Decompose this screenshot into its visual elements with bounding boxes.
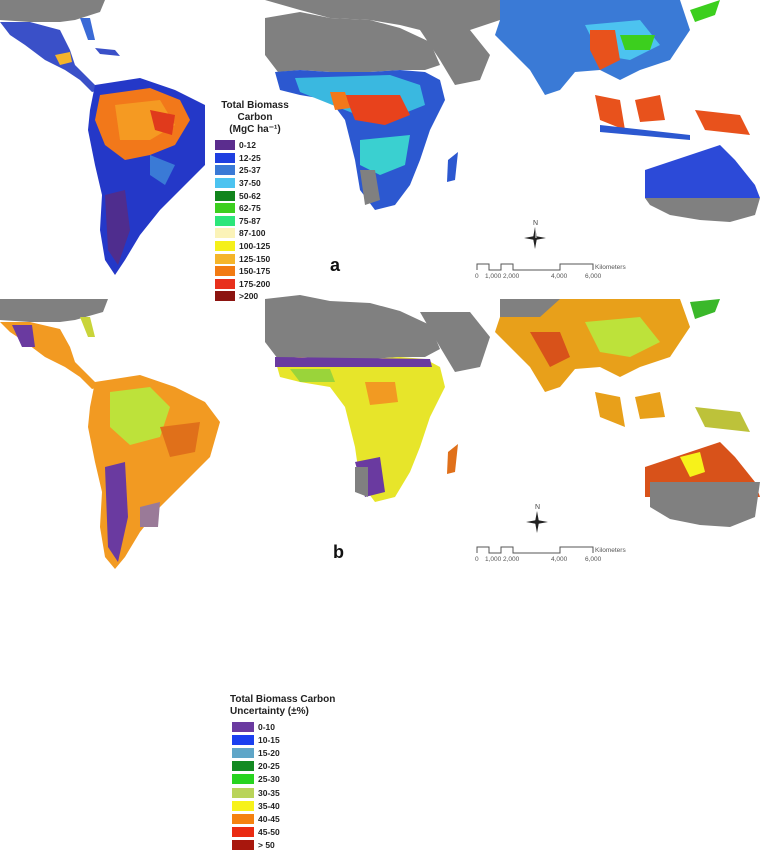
legend-units: (MgC ha⁻¹) bbox=[229, 124, 281, 135]
legend-label: > 50 bbox=[258, 840, 275, 851]
scale-tick: 4,000 bbox=[551, 273, 568, 280]
panel-b-uncertainty-map: Total Biomass Carbon Uncertainty (±%) 0-… bbox=[0, 287, 764, 852]
scale-tick: 1,000 bbox=[485, 556, 502, 563]
legend-item: >200 bbox=[205, 290, 305, 303]
legend-swatch bbox=[215, 140, 235, 151]
uncertainty-legend: Total Biomass Carbon Uncertainty (±%) 0-… bbox=[230, 694, 340, 852]
legend-item: 150-175 bbox=[205, 265, 305, 278]
legend-swatch bbox=[215, 291, 235, 302]
legend-item: 75-87 bbox=[205, 215, 305, 228]
scale-bar: 0 1,000 2,000 4,000 6,000 Kilometers bbox=[475, 262, 626, 283]
legend-label: 125-150 bbox=[239, 253, 271, 264]
legend-label: 15-20 bbox=[258, 747, 280, 758]
legend-label: 175-200 bbox=[239, 278, 271, 289]
legend-label: 35-40 bbox=[258, 800, 280, 811]
legend-label: 0-12 bbox=[239, 140, 257, 151]
scale-tick: 6,000 bbox=[585, 273, 602, 280]
legend-item: 175-200 bbox=[205, 278, 305, 291]
legend-item: 50-62 bbox=[205, 189, 305, 202]
legend-item: 45-50 bbox=[230, 826, 340, 839]
legend-label: 25-30 bbox=[258, 774, 280, 785]
legend-swatch bbox=[232, 734, 254, 745]
legend-swatch bbox=[215, 241, 235, 252]
legend-item: 30-35 bbox=[230, 786, 340, 799]
panel-label-b: b bbox=[333, 542, 344, 562]
legend-swatch bbox=[215, 190, 235, 201]
north-arrow-icon: N bbox=[522, 502, 552, 541]
uncertainty-map-b bbox=[0, 295, 760, 569]
legend-label: 45-50 bbox=[258, 827, 280, 838]
legend-label: 87-100 bbox=[239, 228, 266, 239]
legend-item: 15-20 bbox=[230, 746, 340, 759]
scale-unit: Kilometers bbox=[595, 547, 626, 554]
svg-text:N: N bbox=[535, 504, 540, 511]
legend-label: 30-35 bbox=[258, 787, 280, 798]
scale-unit: Kilometers bbox=[595, 264, 626, 271]
legend-swatch bbox=[232, 721, 254, 732]
legend-item: 20-25 bbox=[230, 760, 340, 773]
legend-label: 0-10 bbox=[258, 721, 276, 732]
legend-swatch bbox=[232, 761, 254, 772]
scale-tick: 0 bbox=[475, 273, 479, 280]
scale-bar: 0 1,000 2,000 4,000 6,000 Kilometers bbox=[475, 545, 626, 566]
scale-tick: 2,000 bbox=[503, 273, 520, 280]
legend-units: Uncertainty (±%) bbox=[230, 706, 309, 717]
scale-tick: 1,000 bbox=[485, 273, 502, 280]
legend-swatch bbox=[232, 787, 254, 798]
legend-item: 0-12 bbox=[205, 139, 305, 152]
legend-label: 20-25 bbox=[258, 761, 280, 772]
legend-label: 62-75 bbox=[239, 203, 261, 214]
legend-swatch bbox=[215, 165, 235, 176]
legend-label: 40-45 bbox=[258, 813, 280, 824]
svg-text:N: N bbox=[533, 220, 538, 227]
legend-item: 25-37 bbox=[205, 164, 305, 177]
legend-item: 12-25 bbox=[205, 152, 305, 165]
legend-swatch bbox=[232, 813, 254, 824]
legend-swatch bbox=[232, 840, 254, 851]
legend-swatch bbox=[215, 228, 235, 239]
scale-tick: 4,000 bbox=[551, 556, 568, 563]
legend-item: 0-10 bbox=[230, 720, 340, 733]
legend-label: 25-37 bbox=[239, 165, 261, 176]
biomass-map-a bbox=[0, 0, 760, 275]
scale-tick: 6,000 bbox=[585, 556, 602, 563]
panel-label-a: a bbox=[330, 255, 341, 275]
legend-swatch bbox=[215, 215, 235, 226]
legend-label: 75-87 bbox=[239, 215, 261, 226]
legend-title: Total Biomass Carbon bbox=[221, 100, 289, 123]
legend-swatch bbox=[215, 253, 235, 264]
legend-swatch bbox=[232, 774, 254, 785]
biomass-legend: Total Biomass Carbon (MgC ha⁻¹) 0-12 12-2… bbox=[205, 100, 305, 303]
legend-label: 150-175 bbox=[239, 266, 271, 277]
legend-item: > 50 bbox=[230, 839, 340, 852]
legend-item: 40-45 bbox=[230, 812, 340, 825]
legend-swatch bbox=[215, 203, 235, 214]
legend-item: 10-15 bbox=[230, 733, 340, 746]
legend-label: 12-25 bbox=[239, 152, 261, 163]
legend-item: 100-125 bbox=[205, 240, 305, 253]
legend-item: 25-30 bbox=[230, 773, 340, 786]
legend-swatch bbox=[232, 800, 254, 811]
legend-item: 37-50 bbox=[205, 177, 305, 190]
legend-label: >200 bbox=[239, 291, 259, 302]
legend-swatch bbox=[232, 747, 254, 758]
legend-label: 37-50 bbox=[239, 178, 261, 189]
scale-tick: 2,000 bbox=[503, 556, 520, 563]
north-arrow-icon: N bbox=[520, 218, 550, 257]
legend-item: 87-100 bbox=[205, 227, 305, 240]
legend-label: 50-62 bbox=[239, 190, 261, 201]
legend-label: 100-125 bbox=[239, 241, 271, 252]
legend-label: 10-15 bbox=[258, 734, 280, 745]
legend-swatch bbox=[215, 266, 235, 277]
legend-item: 125-150 bbox=[205, 252, 305, 265]
legend-title: Total Biomass Carbon bbox=[230, 694, 336, 705]
legend-item: 35-40 bbox=[230, 799, 340, 812]
panel-a-biomass-carbon-map: Total Biomass Carbon (MgC ha⁻¹) 0-12 12-2… bbox=[0, 0, 764, 303]
legend-swatch bbox=[215, 278, 235, 289]
scale-tick: 0 bbox=[475, 556, 479, 563]
legend-swatch bbox=[215, 152, 235, 163]
legend-swatch bbox=[232, 827, 254, 838]
legend-swatch bbox=[215, 178, 235, 189]
legend-item: 62-75 bbox=[205, 202, 305, 215]
